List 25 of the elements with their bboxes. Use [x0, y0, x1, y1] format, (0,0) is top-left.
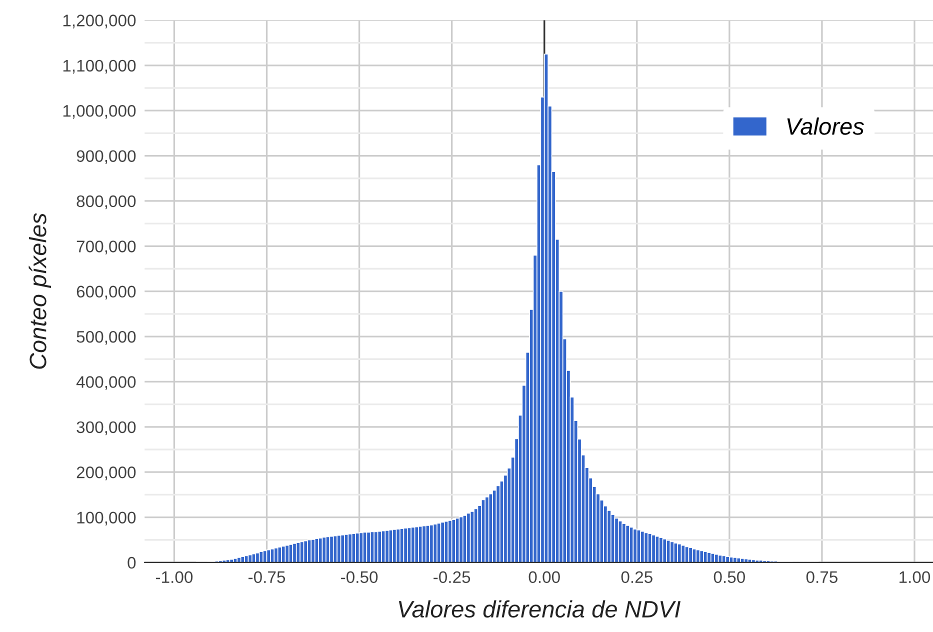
- x-axis-title: Valores diferencia de NDVI: [398, 600, 680, 618]
- x-tick-label: -0.75: [248, 571, 286, 584]
- y-tick-label: 400,000: [76, 376, 136, 390]
- y-tick-label: 1,200,000: [63, 14, 136, 28]
- x-tick-label: -0.50: [341, 571, 378, 584]
- y-tick-label: 800,000: [76, 195, 136, 210]
- x-tick-label: -1.00: [156, 571, 193, 584]
- y-tick-label: 600,000: [76, 286, 136, 300]
- x-tick-label: 1.00: [900, 571, 930, 584]
- y-tick-label: 0: [128, 556, 136, 569]
- x-tick-label: 0.50: [714, 571, 745, 584]
- y-tick-label: 300,000: [76, 421, 136, 436]
- y-tick-label: 700,000: [76, 240, 136, 254]
- x-tick-label: 0.75: [806, 571, 838, 584]
- y-tick-label: 900,000: [76, 150, 136, 164]
- y-tick-label: 1,000,000: [63, 105, 136, 119]
- y-tick-label: 200,000: [76, 466, 136, 480]
- legend-label: Valores: [787, 118, 864, 135]
- y-tick-label: 500,000: [76, 330, 136, 345]
- y-axis-title: Conteo píxeles: [28, 213, 52, 369]
- x-tick-label: -0.25: [434, 571, 470, 584]
- y-tick-label: 1,100,000: [63, 60, 136, 74]
- x-tick-label: 0.00: [528, 571, 560, 584]
- y-tick-label: 100,000: [77, 512, 136, 526]
- x-tick-label: 0.25: [621, 571, 652, 584]
